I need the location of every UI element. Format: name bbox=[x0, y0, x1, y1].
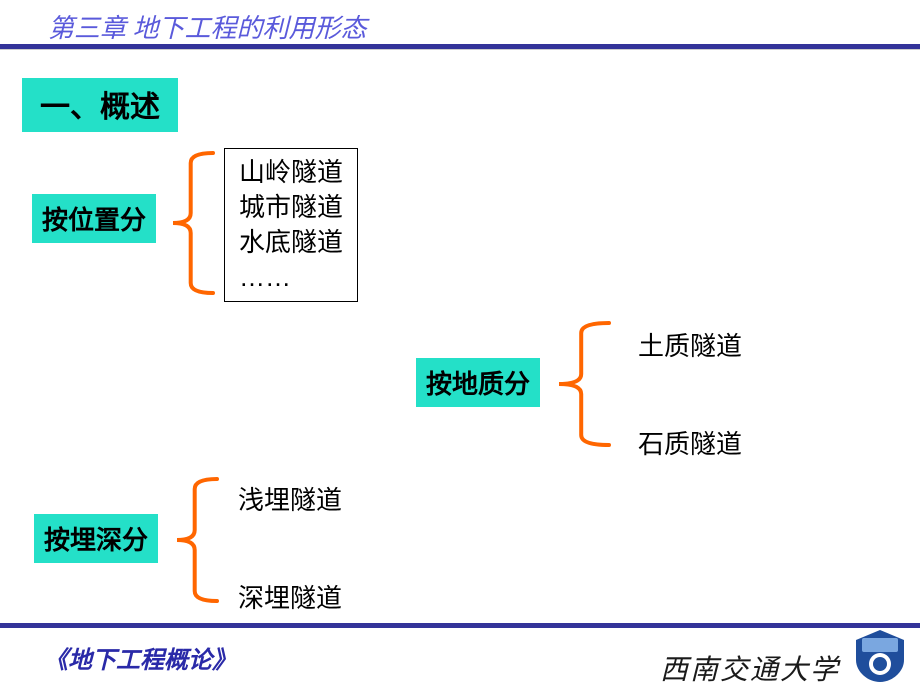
bottom-rule bbox=[0, 623, 920, 628]
footer-school: 西南交通大学 bbox=[660, 648, 840, 688]
category-box-geology: 按地质分 bbox=[416, 358, 540, 407]
item-text: 石质隧道 bbox=[638, 424, 742, 461]
top-rule bbox=[0, 44, 920, 50]
brace-icon bbox=[174, 476, 220, 604]
item-text: 水底隧道 bbox=[239, 225, 343, 260]
item-text: 深埋隧道 bbox=[238, 578, 342, 615]
brace-icon bbox=[170, 150, 216, 296]
items-box-location: 山岭隧道 城市隧道 水底隧道 …… bbox=[224, 148, 358, 302]
item-text: …… bbox=[239, 260, 343, 295]
item-text: 城市隧道 bbox=[239, 190, 343, 225]
brace-icon bbox=[556, 320, 612, 448]
item-text: 山岭隧道 bbox=[239, 155, 343, 190]
item-text: 土质隧道 bbox=[638, 326, 742, 363]
school-logo-icon bbox=[852, 628, 908, 684]
item-text: 浅埋隧道 bbox=[238, 480, 342, 517]
section-title: 一、概述 bbox=[22, 78, 178, 132]
category-box-depth: 按埋深分 bbox=[34, 514, 158, 563]
chapter-title: 第三章 地下工程的利用形态 bbox=[48, 8, 367, 45]
category-box-location: 按位置分 bbox=[32, 194, 156, 243]
footer-text: 《地下工程概论》 bbox=[44, 640, 236, 675]
